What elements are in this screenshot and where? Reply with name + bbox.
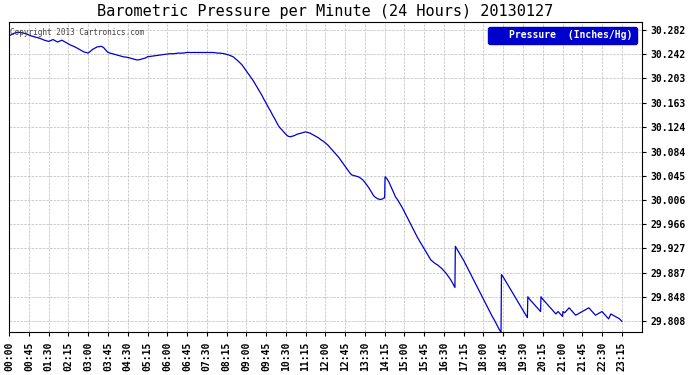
Legend: Pressure  (Inches/Hg): Pressure (Inches/Hg)	[488, 27, 637, 44]
Text: Copyright 2013 Cartronics.com: Copyright 2013 Cartronics.com	[10, 28, 145, 37]
Title: Barometric Pressure per Minute (24 Hours) 20130127: Barometric Pressure per Minute (24 Hours…	[97, 4, 553, 19]
